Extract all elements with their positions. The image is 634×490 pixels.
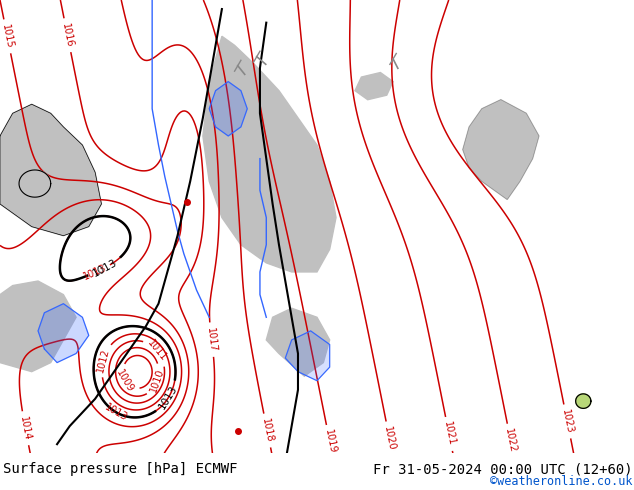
Text: 1018: 1018	[260, 417, 275, 443]
Text: 1011: 1011	[146, 339, 169, 364]
Polygon shape	[576, 394, 591, 408]
Text: 1023: 1023	[560, 408, 574, 435]
Text: 1012: 1012	[95, 347, 111, 373]
Text: 1015: 1015	[0, 24, 15, 49]
Text: 1013: 1013	[81, 263, 108, 282]
Text: Surface pressure [hPa] ECMWF: Surface pressure [hPa] ECMWF	[3, 463, 238, 476]
Polygon shape	[355, 73, 393, 99]
Polygon shape	[203, 36, 336, 272]
Text: 1020: 1020	[382, 425, 397, 452]
Text: 1010: 1010	[148, 368, 166, 394]
Text: 1021: 1021	[442, 421, 456, 447]
Text: 1013: 1013	[91, 257, 119, 278]
Text: 1014: 1014	[18, 416, 32, 441]
Text: 1016: 1016	[60, 22, 75, 48]
Text: 1013: 1013	[103, 402, 129, 423]
Polygon shape	[285, 331, 330, 381]
Text: ©weatheronline.co.uk: ©weatheronline.co.uk	[490, 475, 633, 488]
Polygon shape	[463, 99, 539, 199]
Polygon shape	[0, 281, 76, 371]
Text: 1022: 1022	[503, 428, 518, 454]
Polygon shape	[209, 82, 247, 136]
Text: 1013: 1013	[157, 384, 179, 412]
Text: 1019: 1019	[323, 429, 337, 455]
Polygon shape	[38, 304, 89, 363]
Polygon shape	[266, 308, 330, 376]
Polygon shape	[19, 170, 51, 197]
Text: 1017: 1017	[205, 327, 218, 352]
Polygon shape	[0, 104, 101, 236]
Text: Fr 31-05-2024 00:00 UTC (12+60): Fr 31-05-2024 00:00 UTC (12+60)	[373, 463, 633, 476]
Text: 1009: 1009	[115, 368, 136, 393]
